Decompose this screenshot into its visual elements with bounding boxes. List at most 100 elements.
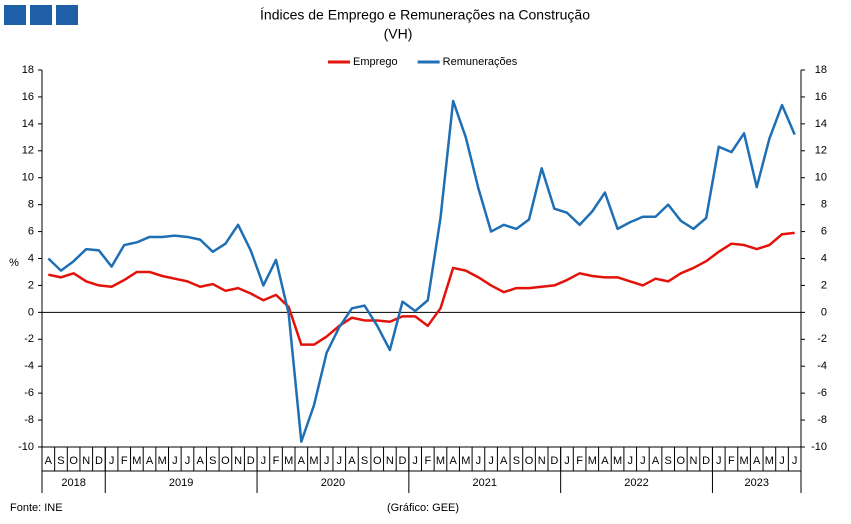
- y-tick-label: -10: [18, 441, 34, 453]
- logo-square: [30, 5, 52, 25]
- year-label: 2019: [169, 477, 193, 489]
- x-tick-label: J: [109, 455, 115, 467]
- x-tick-label: M: [284, 455, 293, 467]
- y2-tick-label: 4: [821, 252, 827, 264]
- y-tick-label: 2: [28, 279, 34, 291]
- x-tick-label: A: [298, 455, 306, 467]
- y2-tick-label: 18: [815, 64, 827, 76]
- y-tick-label: 10: [22, 172, 34, 184]
- year-label: 2023: [744, 477, 768, 489]
- y2-tick-label: -4: [817, 360, 827, 372]
- x-tick-label: M: [158, 455, 167, 467]
- x-tick-label: O: [677, 455, 686, 467]
- y-tick-label: 12: [22, 145, 34, 157]
- year-label: 2022: [624, 477, 648, 489]
- x-tick-label: A: [348, 455, 356, 467]
- x-tick-label: A: [601, 455, 609, 467]
- y2-tick-label: 0: [821, 306, 827, 318]
- y2-tick-label: 16: [815, 91, 827, 103]
- y2-tick-label: 2: [821, 279, 827, 291]
- chart-subtitle: (VH): [384, 26, 413, 42]
- x-tick-label: J: [476, 455, 482, 467]
- x-tick-label: O: [69, 455, 78, 467]
- x-tick-label: A: [196, 455, 204, 467]
- year-label: 2018: [61, 477, 85, 489]
- x-tick-label: S: [361, 455, 368, 467]
- y-tick-label: 6: [28, 225, 34, 237]
- x-tick-label: J: [792, 455, 798, 467]
- x-tick-label: D: [550, 455, 558, 467]
- legend-label: Emprego: [353, 56, 398, 68]
- year-label: 2021: [473, 477, 497, 489]
- y-tick-label: 4: [28, 252, 34, 264]
- x-tick-label: M: [132, 455, 141, 467]
- x-tick-label: J: [627, 455, 633, 467]
- y-tick-label: -2: [24, 333, 34, 345]
- y2-tick-label: -10: [811, 441, 827, 453]
- x-tick-label: A: [500, 455, 508, 467]
- x-tick-label: M: [309, 455, 318, 467]
- x-tick-label: S: [513, 455, 520, 467]
- x-tick-label: J: [185, 455, 191, 467]
- x-tick-label: F: [273, 455, 280, 467]
- x-tick-label: N: [538, 455, 546, 467]
- x-tick-label: F: [424, 455, 431, 467]
- series-line: [48, 231, 795, 346]
- x-tick-label: O: [525, 455, 534, 467]
- x-tick-label: A: [652, 455, 660, 467]
- x-tick-label: J: [779, 455, 785, 467]
- y2-tick-label: -8: [817, 414, 827, 426]
- x-tick-label: D: [399, 455, 407, 467]
- x-tick-label: J: [261, 455, 267, 467]
- x-tick-label: A: [753, 455, 761, 467]
- y-tick-label: 14: [22, 118, 34, 130]
- x-tick-label: D: [247, 455, 255, 467]
- x-tick-label: J: [412, 455, 418, 467]
- y2-tick-label: -6: [817, 387, 827, 399]
- x-tick-label: M: [613, 455, 622, 467]
- x-tick-label: S: [57, 455, 64, 467]
- x-tick-label: N: [689, 455, 697, 467]
- x-tick-label: S: [209, 455, 216, 467]
- x-tick-label: J: [564, 455, 570, 467]
- x-tick-label: O: [373, 455, 382, 467]
- x-tick-label: M: [739, 455, 748, 467]
- x-tick-label: J: [640, 455, 646, 467]
- x-tick-label: S: [665, 455, 672, 467]
- x-tick-label: D: [702, 455, 710, 467]
- x-tick-label: F: [576, 455, 583, 467]
- x-tick-label: A: [146, 455, 154, 467]
- y2-tick-label: 6: [821, 225, 827, 237]
- x-tick-label: O: [221, 455, 230, 467]
- x-tick-label: J: [172, 455, 178, 467]
- y2-tick-label: 8: [821, 199, 827, 211]
- x-tick-label: M: [588, 455, 597, 467]
- y2-tick-label: 12: [815, 145, 827, 157]
- x-tick-label: N: [386, 455, 394, 467]
- x-tick-label: A: [45, 455, 53, 467]
- logo-square: [56, 5, 78, 25]
- y2-tick-label: 10: [815, 172, 827, 184]
- y-tick-label: -4: [24, 360, 34, 372]
- x-tick-label: M: [461, 455, 470, 467]
- x-tick-label: J: [337, 455, 343, 467]
- x-tick-label: F: [728, 455, 735, 467]
- y-tick-label: -6: [24, 387, 34, 399]
- y2-tick-label: -2: [817, 333, 827, 345]
- y-tick-label: 8: [28, 199, 34, 211]
- y-tick-label: 18: [22, 64, 34, 76]
- x-tick-label: F: [121, 455, 128, 467]
- y-tick-label: 0: [28, 306, 34, 318]
- y2-tick-label: 14: [815, 118, 827, 130]
- y-axis-label: %: [9, 257, 19, 269]
- x-tick-label: J: [324, 455, 330, 467]
- x-tick-label: D: [95, 455, 103, 467]
- x-tick-label: M: [436, 455, 445, 467]
- credit: (Gráfico: GEE): [387, 502, 459, 514]
- x-tick-label: J: [488, 455, 494, 467]
- series-line: [47, 99, 796, 443]
- x-tick-label: M: [765, 455, 774, 467]
- y-tick-label: 16: [22, 91, 34, 103]
- source: Fonte: INE: [10, 502, 63, 514]
